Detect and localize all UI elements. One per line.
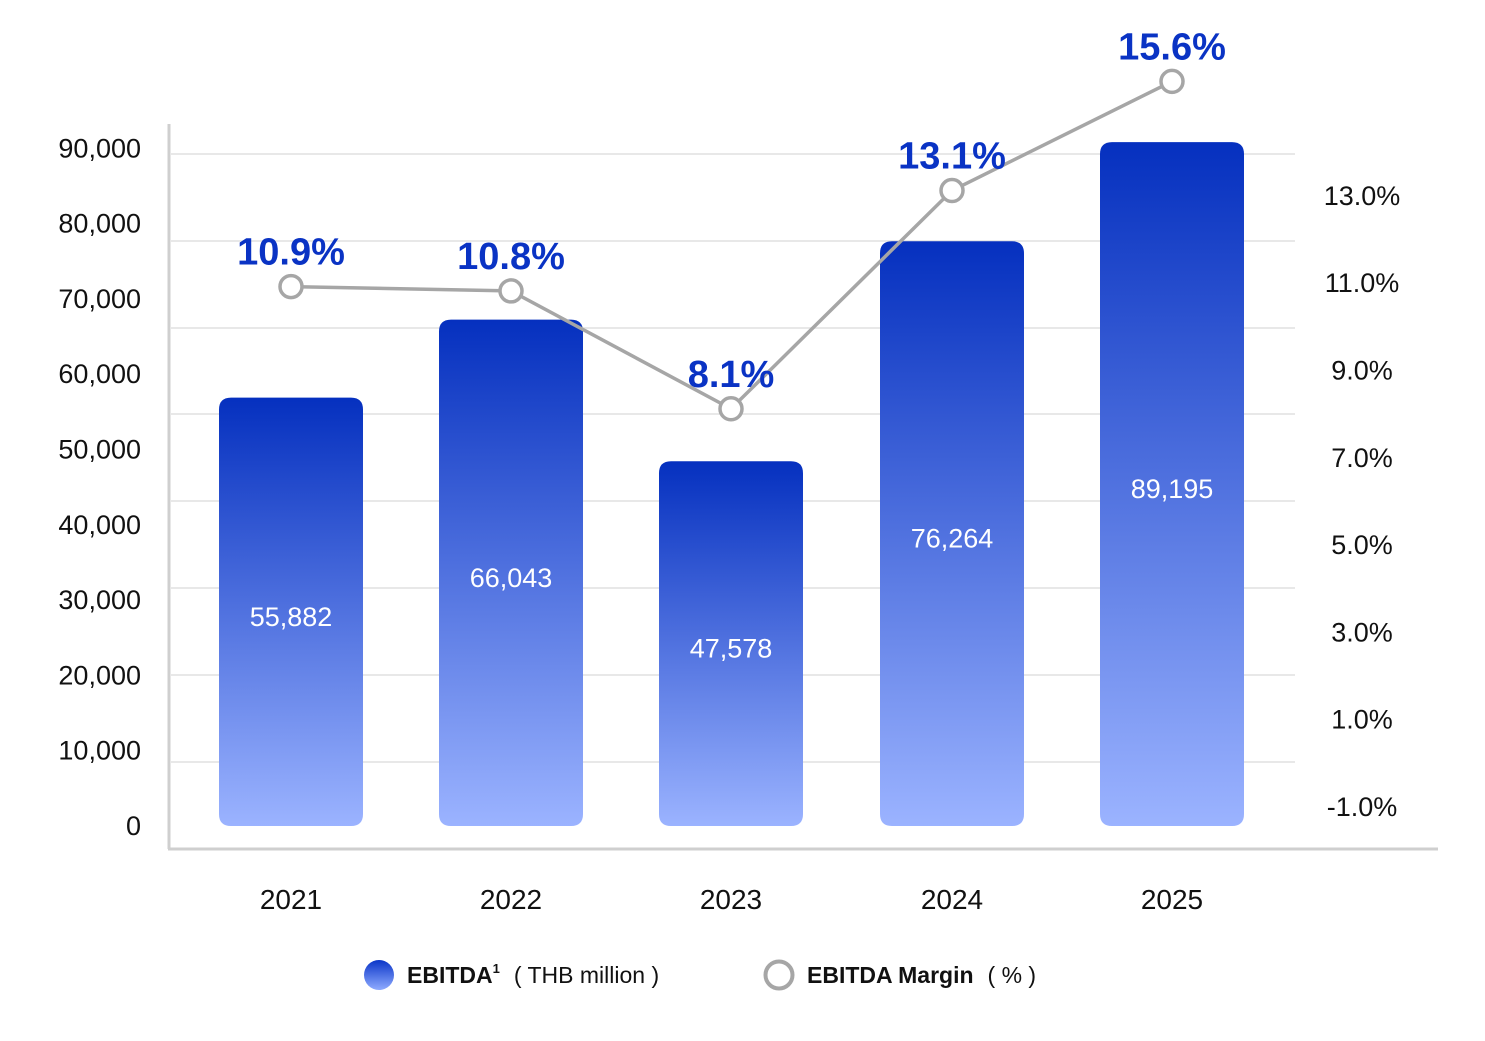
right-tick-label: 7.0%	[1331, 443, 1393, 473]
left-tick-label: 70,000	[58, 284, 141, 314]
left-tick-label: 0	[126, 811, 141, 841]
legend-ebitda-swatch	[364, 960, 394, 990]
bars: 55,882 66,043 47,578 76,264 89,195	[219, 142, 1244, 827]
left-tick-label: 40,000	[58, 510, 141, 540]
bar-value-label: 89,195	[1131, 474, 1214, 504]
x-tick-label: 2024	[921, 884, 983, 915]
right-tick-label: 3.0%	[1331, 617, 1393, 647]
bar-2021	[219, 397, 363, 826]
x-tick-label: 2025	[1141, 884, 1203, 915]
margin-point-2024	[939, 177, 965, 204]
margin-point-2022	[498, 278, 524, 304]
right-tick-label: 11.0%	[1325, 268, 1400, 298]
bar-value-label: 76,264	[911, 524, 994, 554]
left-tick-label: 30,000	[58, 585, 141, 615]
svg-text:EBITDA1( THB million ): EBITDA1 ( THB million )	[407, 961, 659, 988]
x-tick-label: 2022	[480, 884, 542, 915]
left-tick-label: 10,000	[58, 736, 141, 766]
bar-2025	[1100, 142, 1244, 827]
bar-2024	[880, 241, 1024, 826]
legend-margin-swatch	[763, 959, 795, 991]
legend-margin-unit: ( % )	[988, 962, 1037, 988]
margin-point-2021	[278, 273, 304, 300]
x-axis-ticks: 2021 2022 2023 2024 2025	[260, 884, 1203, 915]
bar-value-label: 47,578	[690, 634, 773, 664]
svg-text:EBITDA Margin( % ): EBITDA Margin ( % )	[807, 962, 1036, 988]
margin-value-label: 8.1%	[688, 354, 775, 396]
left-axis-ticks: 0 10,000 20,000 30,000 40,000 50,000 60,000 70,…	[58, 133, 141, 841]
legend-ebitda-superscript: 1	[493, 961, 500, 976]
right-tick-label: 13.0%	[1324, 181, 1401, 211]
margin-point-2023	[718, 396, 744, 422]
left-tick-label: 80,000	[58, 209, 141, 239]
margin-line: 10.9% 10.8% 8.1% 13.1% 15.6%	[237, 26, 1226, 422]
legend-ebitda-label: EBITDA	[407, 962, 493, 988]
margin-value-label: 10.8%	[457, 236, 565, 278]
right-tick-label: -1.0%	[1327, 792, 1398, 822]
bar-value-label: 66,043	[470, 563, 553, 593]
left-tick-label: 60,000	[58, 359, 141, 389]
bar-2023	[659, 461, 803, 826]
right-tick-label: 9.0%	[1331, 356, 1393, 386]
right-axis-ticks: -1.0% 1.0% 3.0% 5.0% 7.0% 9.0% 11.0% 13.0%	[1324, 181, 1401, 822]
legend-margin-label: EBITDA Margin	[807, 962, 974, 988]
margin-value-label: 13.1%	[898, 136, 1006, 178]
bar-2022	[439, 319, 583, 826]
margin-value-label: 10.9%	[237, 232, 345, 274]
right-tick-label: 5.0%	[1331, 530, 1393, 560]
left-tick-label: 50,000	[58, 435, 141, 465]
legend: EBITDA1 ( THB million ) EBITDA Margin ( % …	[364, 959, 1036, 991]
legend-ebitda-unit: ( THB million )	[514, 962, 659, 988]
bar-value-label: 55,882	[250, 602, 333, 632]
x-tick-label: 2023	[700, 884, 762, 915]
x-tick-label: 2021	[260, 884, 322, 915]
right-tick-label: 1.0%	[1331, 705, 1393, 735]
margin-point-2025	[1159, 68, 1185, 95]
axes	[167, 124, 1438, 851]
left-tick-label: 90,000	[58, 133, 141, 163]
left-tick-label: 20,000	[58, 660, 141, 690]
margin-value-label: 15.6%	[1118, 26, 1226, 68]
